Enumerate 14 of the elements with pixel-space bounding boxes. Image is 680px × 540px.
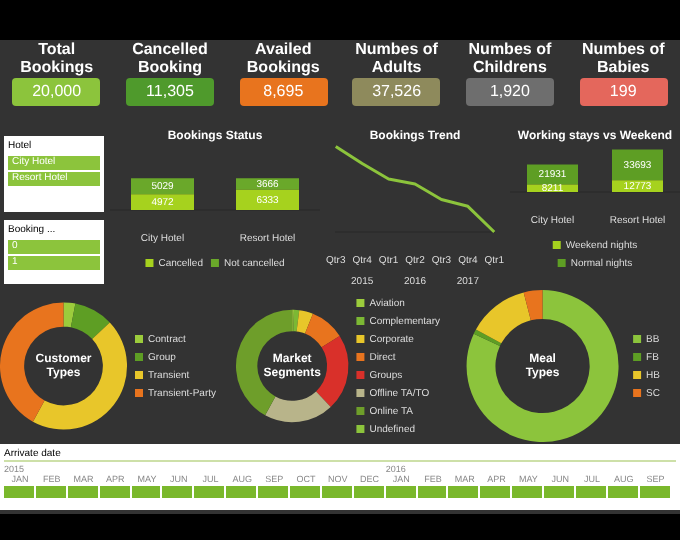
category-label: Availed Bookings xyxy=(244,40,322,78)
text: 37,526 xyxy=(372,82,422,100)
category-label: Numbes of Adults xyxy=(353,40,440,78)
text: 199 xyxy=(609,82,637,100)
text: 20,000 xyxy=(32,82,82,100)
text: 11,305 xyxy=(146,82,194,100)
text: 1,920 xyxy=(489,82,530,100)
category-label: Numbes of Babies xyxy=(579,40,667,78)
category-label: Numbes of Childrens xyxy=(466,40,554,78)
text: 8,695 xyxy=(263,82,304,100)
bar xyxy=(131,194,194,210)
bar xyxy=(236,189,299,210)
category-label: Cancelled Booking xyxy=(130,40,210,78)
category-label: Total Bookings xyxy=(18,40,96,78)
